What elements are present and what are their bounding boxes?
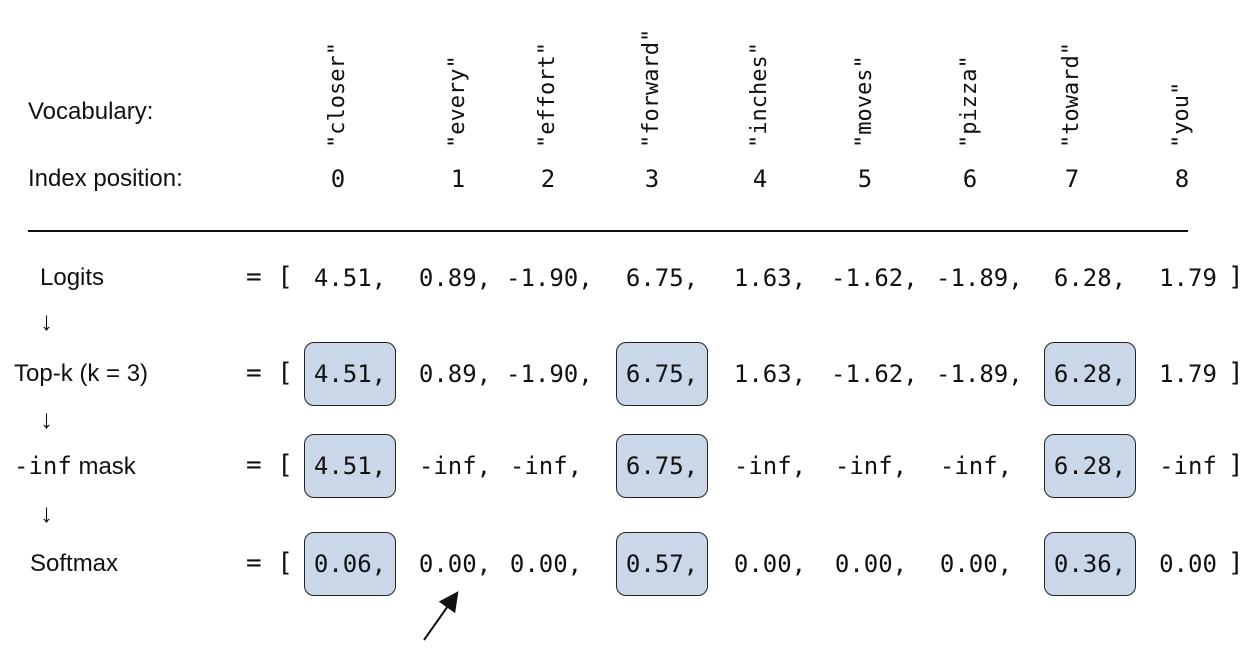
value: 1.79: [1159, 360, 1217, 388]
value: -1.89,: [936, 264, 1023, 292]
index-position-label: Index position:: [28, 165, 183, 192]
selected-value: 4.51,: [313, 360, 387, 388]
value: 6.75,: [625, 264, 699, 292]
open-bracket: = [: [246, 262, 293, 292]
value: -1.90,: [506, 264, 593, 292]
highlight-box: [1044, 342, 1136, 406]
index-number: 3: [644, 165, 660, 193]
selected-value: 4.51,: [313, 452, 387, 480]
close-bracket: ]: [1228, 262, 1244, 292]
vocabulary-label: Vocabulary:: [28, 98, 154, 125]
selected-value: 6.28,: [1053, 452, 1127, 480]
index-number: 6: [962, 165, 978, 193]
value: -inf,: [939, 452, 1013, 480]
index-number: 7: [1064, 165, 1080, 193]
value: -1.62,: [831, 360, 918, 388]
value: 1.63,: [733, 360, 807, 388]
value: 0.00,: [418, 550, 492, 578]
selected-value: 6.75,: [625, 452, 699, 480]
selected-value: 6.28,: [1053, 360, 1127, 388]
value: 0.00,: [733, 550, 807, 578]
value: -inf,: [834, 452, 908, 480]
highlight-box: [304, 532, 396, 596]
selected-value: 0.06,: [313, 550, 387, 578]
row-label-topk: Top-k (k = 3): [14, 360, 149, 387]
value: -inf,: [509, 452, 583, 480]
down-arrow-icon: ↓: [40, 498, 53, 528]
value: 6.28,: [1053, 264, 1127, 292]
value: -inf: [1159, 452, 1217, 480]
value: -inf,: [418, 452, 492, 480]
value: 0.89,: [418, 264, 492, 292]
selected-value: 0.57,: [625, 550, 699, 578]
inf-keyword: -inf: [14, 452, 72, 480]
value: -1.90,: [506, 360, 593, 388]
value: -inf,: [733, 452, 807, 480]
close-bracket: ]: [1228, 450, 1244, 480]
value: 0.00: [1159, 550, 1217, 578]
value: 0.00,: [509, 550, 583, 578]
value: 1.79: [1159, 264, 1217, 292]
mask-word: mask: [71, 453, 136, 480]
highlight-box: [304, 342, 396, 406]
close-bracket: ]: [1228, 548, 1244, 578]
index-number: 8: [1174, 165, 1190, 193]
highlight-box: [304, 434, 396, 498]
highlight-box: [1044, 532, 1136, 596]
index-number: 2: [540, 165, 556, 193]
value: 0.00,: [939, 550, 1013, 578]
value: -1.62,: [831, 264, 918, 292]
selected-value: 0.36,: [1053, 550, 1127, 578]
value: 0.00,: [834, 550, 908, 578]
index-number: 5: [857, 165, 873, 193]
open-bracket: = [: [246, 358, 293, 388]
value: 4.51,: [313, 264, 387, 292]
down-arrow-icon: ↓: [40, 306, 53, 336]
value: 1.63,: [733, 264, 807, 292]
open-bracket: = [: [246, 450, 293, 480]
highlight-box: [616, 342, 708, 406]
open-bracket: = [: [246, 548, 293, 578]
value: -1.89,: [936, 360, 1023, 388]
down-arrow-icon: ↓: [40, 404, 53, 434]
highlight-box: [1044, 434, 1136, 498]
selected-value: 6.75,: [625, 360, 699, 388]
divider-line: [28, 230, 1188, 232]
index-number: 4: [752, 165, 768, 193]
row-label-logits: Logits: [40, 264, 105, 291]
row-label-inf-mask: -inf mask: [14, 452, 136, 481]
value: 0.89,: [418, 360, 492, 388]
close-bracket: ]: [1228, 358, 1244, 388]
index-number: 0: [330, 165, 346, 193]
index-number: 1: [450, 165, 466, 193]
row-label-softmax: Softmax: [30, 550, 119, 577]
highlight-box: [616, 532, 708, 596]
highlight-box: [616, 434, 708, 498]
